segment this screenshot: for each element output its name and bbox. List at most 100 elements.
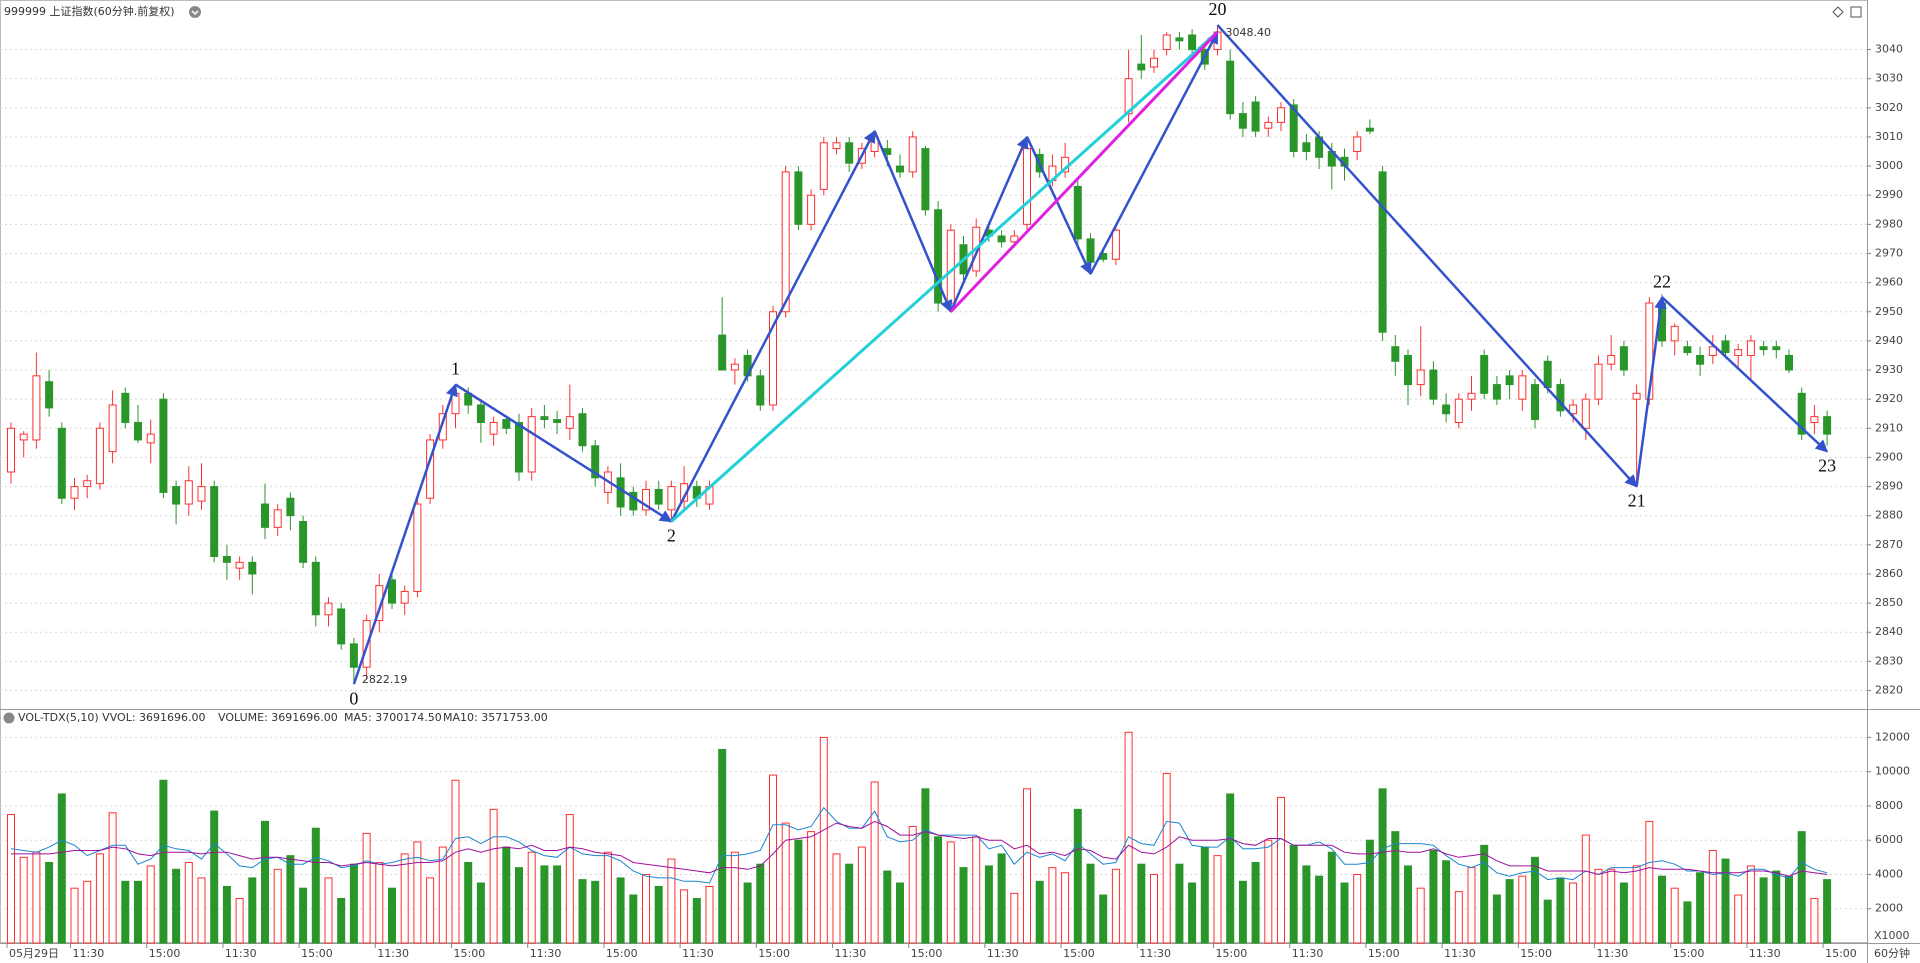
y-tick-label: 6000 xyxy=(1875,833,1903,846)
volume-bar xyxy=(984,865,993,944)
candle-body xyxy=(1150,57,1158,68)
candle-body xyxy=(578,413,587,447)
volume-bar xyxy=(1099,894,1108,944)
candle-body xyxy=(1416,369,1425,386)
volume-bar xyxy=(108,812,117,944)
candle-body xyxy=(95,427,104,485)
volume-bar xyxy=(1404,865,1412,944)
candle-body xyxy=(642,488,650,511)
volume-bar xyxy=(1226,793,1235,944)
volume-bar xyxy=(832,853,841,944)
candle-body xyxy=(616,477,625,508)
candle-body xyxy=(1277,107,1285,123)
volume-bar xyxy=(438,846,447,944)
volume-bar xyxy=(1683,901,1692,944)
x-tick-label: 15:00 xyxy=(149,947,181,960)
candle-body xyxy=(1238,113,1247,129)
legend-entry: VOLUME: 3691696.00 xyxy=(218,711,338,724)
candle-body xyxy=(515,421,523,473)
candle-body xyxy=(1442,404,1451,415)
candle-body xyxy=(438,413,447,441)
volume-bar xyxy=(502,846,511,944)
volume-bar xyxy=(857,846,866,944)
candle-body xyxy=(1708,346,1717,356)
volume-bar xyxy=(946,841,955,944)
volume-bar xyxy=(845,863,854,944)
candle-body xyxy=(629,491,638,511)
y-tick-label: 3010 xyxy=(1875,130,1903,143)
y-tick-label: 2900 xyxy=(1875,450,1903,463)
volume-bar xyxy=(934,836,943,944)
toolbar-icon[interactable] xyxy=(1850,6,1862,18)
wave-line xyxy=(670,30,1219,523)
candle-body xyxy=(451,392,460,415)
wave-line xyxy=(949,135,1029,313)
candle-body xyxy=(807,194,816,225)
x-tick-label: 15:00 xyxy=(1063,947,1095,960)
candle-body xyxy=(1086,238,1095,263)
y-tick-label: 12000 xyxy=(1875,730,1910,743)
candle-body xyxy=(781,171,790,313)
volume-bar xyxy=(1759,877,1768,944)
volume-bar xyxy=(1492,894,1501,944)
volume-bar xyxy=(1734,894,1743,944)
candle-body xyxy=(553,419,562,423)
volume-bar xyxy=(1581,834,1590,944)
candle-body xyxy=(1619,346,1628,371)
volume-bar xyxy=(756,863,765,944)
volume-bar xyxy=(1277,796,1285,944)
candle-body xyxy=(45,381,54,409)
x-tick-label: 11:30 xyxy=(377,947,409,960)
volume-bar xyxy=(375,861,384,944)
candle-body xyxy=(19,433,28,441)
volume-bar xyxy=(248,877,257,944)
volume-bar xyxy=(1531,856,1539,944)
candle-body xyxy=(667,486,676,511)
volume-bar xyxy=(1797,831,1806,944)
candle-body xyxy=(70,486,79,499)
volume-bar xyxy=(1429,849,1438,944)
volume-bar xyxy=(1416,887,1425,944)
pivot-label: 23 xyxy=(1818,456,1836,476)
volume-menu-icon[interactable] xyxy=(3,712,15,724)
x-tick-label: 11:30 xyxy=(1749,947,1781,960)
x-tick-label: 11:30 xyxy=(987,947,1019,960)
volume-bar xyxy=(1035,880,1044,944)
candle-body xyxy=(1480,354,1489,394)
candle-body xyxy=(261,503,269,528)
volume-bar xyxy=(743,882,752,944)
y-tick-label: 2980 xyxy=(1875,217,1903,230)
x-tick-label: 15:00 xyxy=(454,947,486,960)
candle-body xyxy=(756,375,765,406)
candle-body xyxy=(1594,363,1603,400)
candle-body xyxy=(1823,416,1832,435)
candle-body xyxy=(1581,398,1590,429)
volume-bar xyxy=(654,885,663,944)
candle-body xyxy=(832,142,841,150)
y-tick-label: 2920 xyxy=(1875,392,1903,405)
volume-bar xyxy=(57,793,66,944)
candle-body xyxy=(1162,34,1171,51)
volume-bar xyxy=(1467,867,1476,944)
candle-body xyxy=(248,561,257,575)
toolbar-icon[interactable] xyxy=(1832,6,1844,18)
volume-bar xyxy=(273,868,282,944)
volume-bar xyxy=(261,820,269,944)
candle-body xyxy=(819,142,828,190)
candle-body xyxy=(1797,392,1806,435)
volume-bar xyxy=(1632,865,1641,944)
volume-bar xyxy=(1162,772,1171,944)
volume-bar xyxy=(959,867,968,944)
volume-bar xyxy=(134,880,142,944)
candle-body xyxy=(1467,392,1476,400)
volume-bar xyxy=(1518,875,1527,944)
volume-bar xyxy=(1505,879,1514,944)
volume-bar xyxy=(1785,875,1793,944)
candle-body xyxy=(286,497,295,517)
y-tick-label: 2850 xyxy=(1875,596,1903,609)
volume-bar xyxy=(1315,875,1324,944)
title-menu-icon[interactable] xyxy=(189,6,201,18)
y-tick-label: 2960 xyxy=(1875,276,1903,289)
candle-body xyxy=(718,334,727,371)
